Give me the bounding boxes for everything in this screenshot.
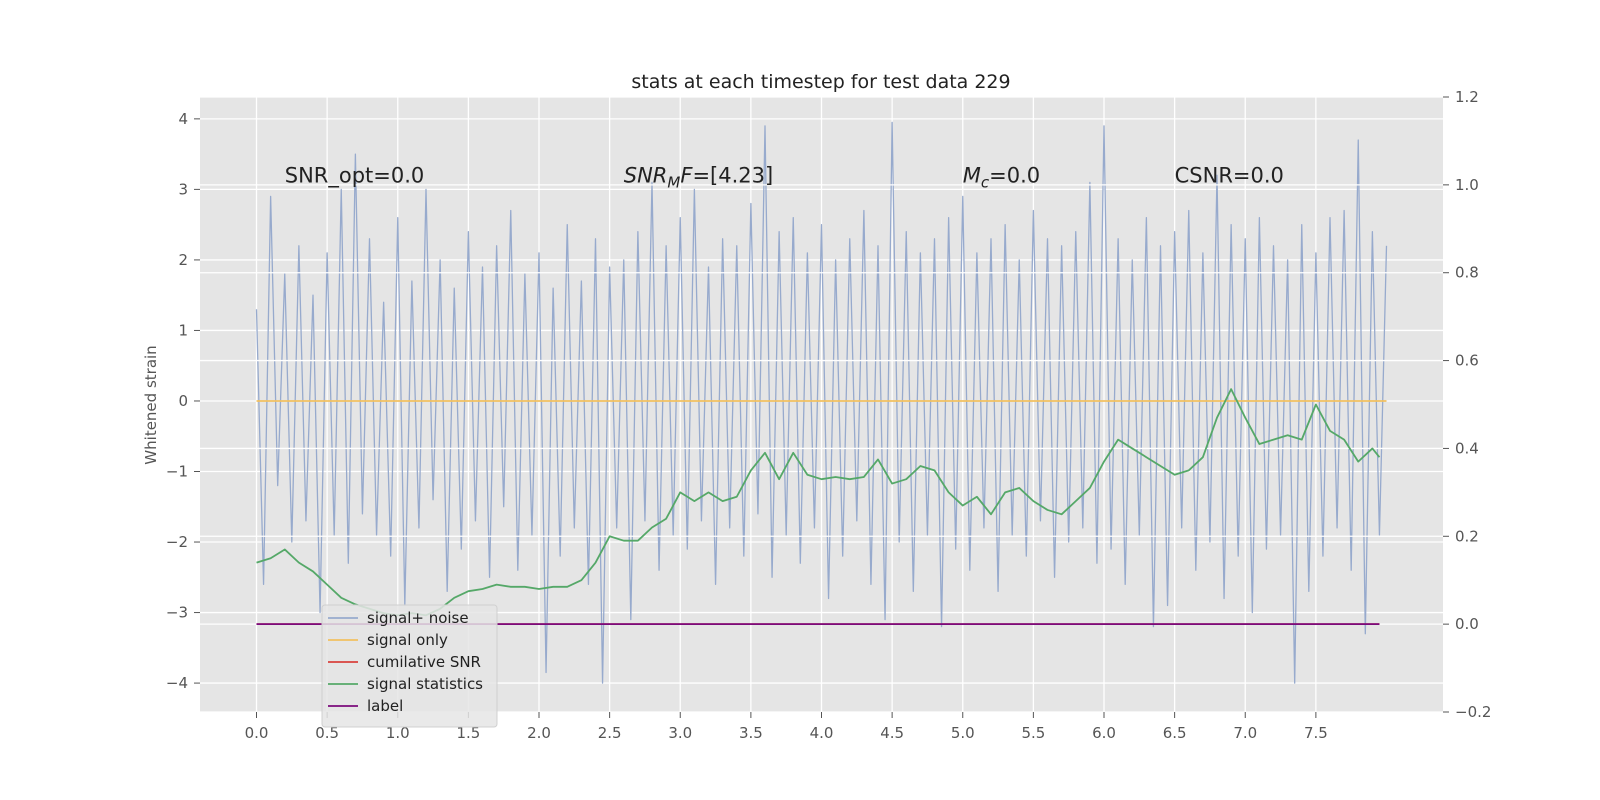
x-tick-label: 7.5 (1304, 724, 1328, 742)
y2-tick-label: 0.6 (1455, 352, 1479, 370)
annotation: Mc=0.0 (963, 163, 1040, 191)
x-tick-label: 1.5 (456, 724, 480, 742)
x-tick-label: 6.5 (1163, 724, 1187, 742)
y-tick-label: 4 (178, 110, 188, 128)
legend-box (321, 604, 498, 728)
annotation-part: M (667, 173, 680, 191)
annotation-part: SNR (624, 163, 668, 187)
x-tick-label: 7.0 (1233, 724, 1257, 742)
y2-tick-label: 1.2 (1455, 88, 1479, 106)
annotation-part: SNR_opt=0.0 (285, 163, 425, 188)
series-line (255, 121, 1388, 684)
legend-label: signal only (367, 631, 448, 649)
axes: 0.0 0.5 1.0 1.5 2.0 2.5 3.0 3.5 4.0 4.5 5.0 5.5 6.0 6… (166, 88, 1492, 742)
x-tick-label: 3.5 (739, 724, 763, 742)
annotation-part: =0.0 (989, 163, 1040, 187)
y2-tick-label: 0.4 (1455, 439, 1479, 457)
y-tick-label: −1 (166, 463, 188, 481)
y2-tick-label: 1.0 (1455, 176, 1479, 194)
x-tick-label: 4.0 (810, 724, 834, 742)
annotation-part: F (680, 163, 693, 187)
y-axis-label: Whitened strain (142, 345, 160, 464)
annotation-part: =[4.23] (692, 163, 773, 187)
y-tick-label: 2 (178, 251, 188, 269)
annotation-part: M (963, 163, 981, 187)
chart-title: stats at each timestep for test data 229 (631, 71, 1010, 93)
legend: signal+ noise signal only cumilative SNR si… (321, 604, 498, 728)
annotation: CSNR=0.0 (1175, 163, 1284, 187)
legend-label: cumilative SNR (367, 653, 481, 671)
x-tick-label: 5.0 (951, 724, 975, 742)
legend-label: signal+ noise (367, 609, 469, 627)
y2-tick-label: 0.8 (1455, 264, 1479, 282)
x-tick-label: 1.0 (386, 724, 410, 742)
y-tick-label: 3 (178, 180, 188, 198)
x-tick-label: 4.5 (880, 724, 904, 742)
y2-tick-label: −0.2 (1455, 703, 1491, 721)
annotation: SNR_opt=0.0 (285, 163, 425, 188)
x-tick-label: 2.5 (598, 724, 622, 742)
annotation: SNRMF=[4.23] (624, 163, 773, 191)
y-tick-label: 0 (178, 392, 188, 410)
y-tick-label: −4 (166, 674, 188, 692)
y-tick-label: −2 (166, 533, 188, 551)
legend-label: label (367, 697, 403, 715)
x-tick-label: 5.5 (1021, 724, 1045, 742)
y-tick-label: −3 (166, 604, 188, 622)
y-tick-label: 1 (178, 321, 188, 339)
left-axis-lines (255, 121, 1388, 684)
y2-tick-label: 0.0 (1455, 615, 1479, 633)
y2-tick-label: 0.2 (1455, 527, 1479, 545)
x-tick-label: 0.0 (245, 724, 269, 742)
annotation-part: c (981, 173, 990, 191)
annotation-part: CSNR=0.0 (1175, 163, 1284, 187)
x-tick-label: 3.0 (668, 724, 692, 742)
annotations: SNR_opt=0.0 SNRMF=[4.23] Mc=0.0 CSNR=0.0 (285, 163, 1284, 191)
x-tick-label: 6.0 (1092, 724, 1116, 742)
x-tick-label: 0.5 (315, 724, 339, 742)
legend-label: signal statistics (367, 675, 483, 693)
x-tick-label: 2.0 (527, 724, 551, 742)
